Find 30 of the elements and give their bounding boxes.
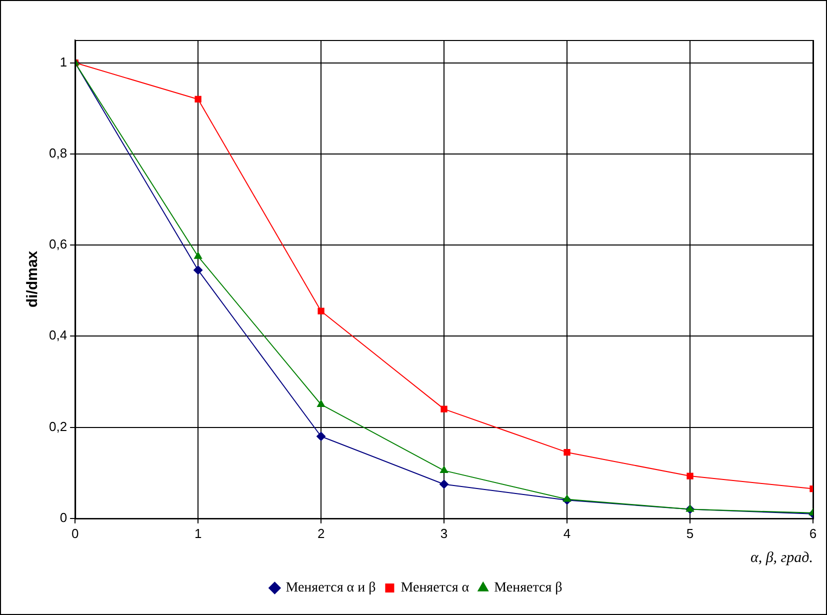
x-tick-label: 5 [686, 526, 694, 541]
point [564, 449, 570, 456]
point [194, 96, 202, 103]
x-tick-label: 2 [317, 526, 325, 541]
x-tick-label: 6 [809, 526, 817, 541]
legend-label: Меняется α и β [286, 580, 376, 596]
legend-label: Меняется β [494, 580, 562, 596]
point [440, 406, 448, 412]
point [440, 466, 448, 474]
point [317, 400, 326, 407]
point [194, 266, 203, 275]
y-tick-label: 0,4 [48, 328, 68, 343]
y-tick-label: 0,6 [48, 236, 68, 252]
y-axis-title: di/dmax [24, 250, 42, 308]
x-tick-label: 0 [71, 526, 79, 541]
x-axis-title: α, β, град. [750, 550, 813, 566]
point [563, 494, 571, 502]
y-tick-label: 0,8 [48, 145, 68, 160]
point [318, 308, 324, 314]
y-tick-label: 1 [60, 54, 68, 70]
x-tick-label: 3 [440, 526, 448, 541]
point [316, 432, 326, 441]
point [440, 480, 449, 489]
point [686, 472, 694, 480]
y-tick-label: 0 [60, 510, 68, 525]
legend-label: Меняется α [400, 580, 470, 596]
point [194, 252, 202, 259]
x-tick-label: 1 [194, 526, 202, 541]
x-tick-label: 4 [563, 526, 571, 541]
y-tick-label: 0,2 [48, 418, 68, 434]
